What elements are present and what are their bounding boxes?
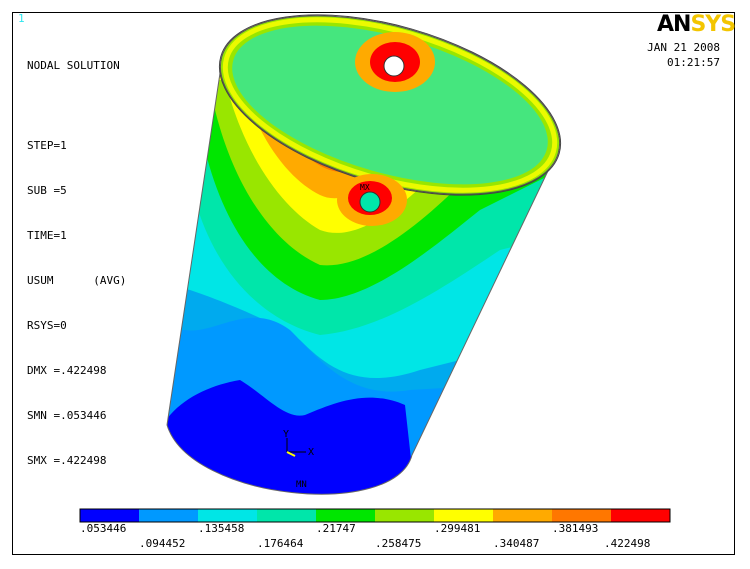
legend-label-upper: .381493 xyxy=(552,522,599,535)
legend-swatch xyxy=(552,509,611,522)
contour-legend xyxy=(78,508,673,528)
max-marker: MX xyxy=(360,183,370,192)
info-dmx: DMX =.422498 xyxy=(27,364,107,377)
legend-label-lower: .094452 xyxy=(139,537,186,550)
info-time: TIME=1 xyxy=(27,229,67,242)
triad-y: Y xyxy=(283,429,289,440)
triad-x: X xyxy=(308,447,314,458)
legend-swatch xyxy=(139,509,198,522)
front-hole xyxy=(359,191,381,213)
min-marker: MN xyxy=(296,480,307,490)
legend-swatch xyxy=(198,509,257,522)
legend-label-upper: .299481 xyxy=(434,522,481,535)
info-usum: USUM (AVG) xyxy=(27,274,127,287)
legend-swatch xyxy=(316,509,375,522)
timestamp: JAN 21 2008 01:21:57 xyxy=(647,40,720,70)
info-smx: SMX =.422498 xyxy=(27,454,107,467)
ansys-logo: ANSYS xyxy=(657,12,736,37)
legend-swatch xyxy=(375,509,434,522)
legend-swatch xyxy=(434,509,493,522)
legend-label-lower: .176464 xyxy=(257,537,304,550)
legend-label-lower: .258475 xyxy=(375,537,422,550)
legend-label-lower: .422498 xyxy=(604,537,651,550)
legend-label-upper: .135458 xyxy=(198,522,245,535)
info-title: NODAL SOLUTION xyxy=(27,59,120,72)
solution-info-block: NODAL SOLUTION STEP=1 SUB =5 TIME=1 USUM… xyxy=(27,28,126,483)
legend-label-lower: .340487 xyxy=(493,537,540,550)
legend-bar xyxy=(79,508,671,523)
legend-swatch xyxy=(80,509,139,522)
axis-triad: Y X xyxy=(283,429,314,458)
legend-swatch xyxy=(611,509,670,522)
info-rsys: RSYS=0 xyxy=(27,319,67,332)
legend-swatch xyxy=(493,509,552,522)
time-label: 01:21:57 xyxy=(667,56,720,69)
info-smn: SMN =.053446 xyxy=(27,409,107,422)
back-hole xyxy=(383,55,405,77)
info-step: STEP=1 xyxy=(27,139,67,152)
graphics-window-frame xyxy=(12,12,735,555)
legend-label-upper: .21747 xyxy=(316,522,356,535)
info-sub: SUB =5 xyxy=(27,184,67,197)
date-label: JAN 21 2008 xyxy=(647,41,720,54)
legend-label-upper: .053446 xyxy=(80,522,127,535)
legend-swatch xyxy=(257,509,316,522)
window-number: 1 xyxy=(18,12,25,25)
